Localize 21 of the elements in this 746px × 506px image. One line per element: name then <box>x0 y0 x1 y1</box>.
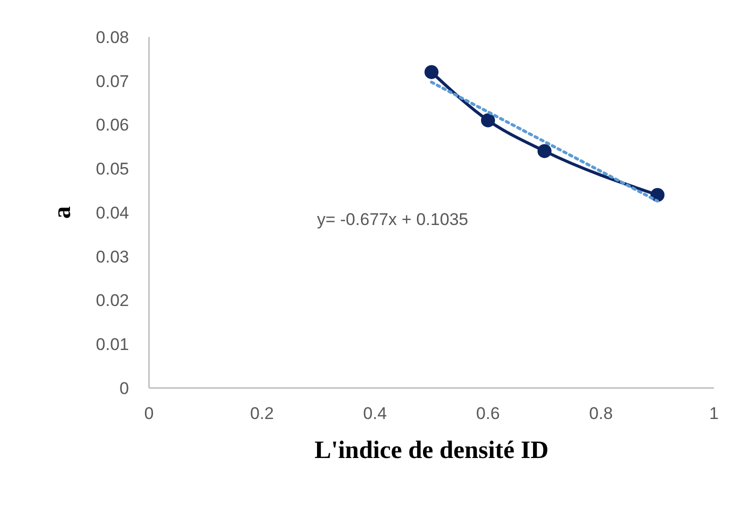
point <box>424 65 438 80</box>
x-tick-label: 0.6 <box>476 404 500 423</box>
y-tick-label: 0.03 <box>96 247 129 266</box>
point <box>481 113 495 128</box>
y-tick-label: 0.02 <box>96 291 129 310</box>
y-tick-label: 0.01 <box>96 335 129 354</box>
y-tick-label: 0.08 <box>96 28 129 47</box>
x-tick-label: 1 <box>709 404 719 423</box>
y-tick-label: 0.05 <box>96 160 129 179</box>
y-tick-label: 0.06 <box>96 116 129 135</box>
y-tick-label: 0 <box>120 378 129 398</box>
y-axis-title: a <box>49 206 76 219</box>
x-tick-label: 0 <box>144 404 154 423</box>
x-tick-label: 0.4 <box>363 404 387 423</box>
annotation: y= -0.677x + 0.1035 <box>317 210 468 229</box>
y-tick-label: 0.04 <box>96 203 129 222</box>
x-axis-title: L'indice de densité ID <box>314 437 549 464</box>
y-tick-label: 0.07 <box>96 72 129 91</box>
x-tick-label: 0.8 <box>589 404 613 423</box>
point <box>538 144 552 158</box>
x-tick-label: 0.2 <box>250 404 274 423</box>
